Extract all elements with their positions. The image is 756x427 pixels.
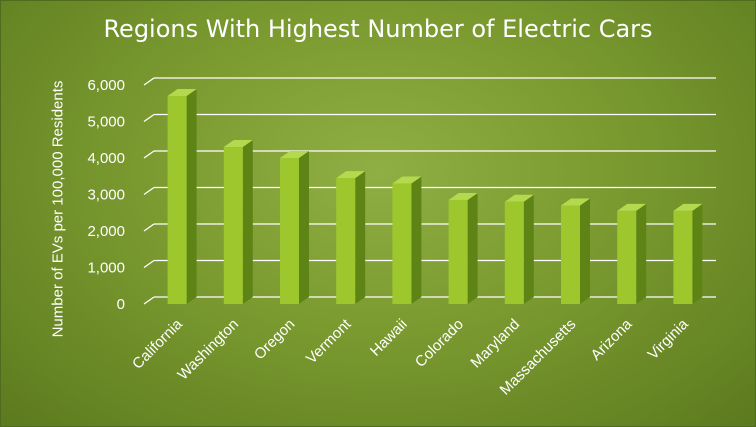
bar-front: [561, 205, 580, 304]
x-tick-label: Virginia: [645, 315, 693, 363]
y-tick-label: 6,000: [87, 77, 125, 94]
bar-washington: [223, 140, 253, 304]
y-tick-label: 4,000: [87, 150, 125, 167]
bar-front: [336, 178, 356, 304]
gridline-depth: [143, 77, 155, 86]
bar-california: [167, 88, 197, 304]
bar-top: [561, 198, 590, 206]
bar-side: [355, 171, 366, 304]
y-tick-label: 5,000: [87, 114, 125, 131]
bar-top: [673, 203, 703, 211]
y-tick-labels: 0 1,000 2,000 3,000 4,000 5,000 6,000: [87, 77, 125, 313]
bar-colorado: [448, 192, 478, 304]
bar-maryland: [504, 194, 534, 304]
bar-side: [411, 176, 422, 304]
y-tick-label: 1,000: [87, 260, 125, 277]
bar-side: [242, 140, 253, 304]
y-tick-label: 0: [117, 296, 125, 313]
x-tick-label: Arizona: [588, 315, 636, 363]
x-tick-label: Vermont: [303, 315, 355, 367]
bars: [167, 88, 703, 304]
x-tick-label: California: [129, 315, 186, 372]
bar-front: [280, 158, 299, 304]
bar-front: [223, 147, 243, 304]
bar-front: [448, 199, 468, 304]
bar-side: [523, 194, 534, 304]
bar-front: [167, 95, 187, 304]
bar-hawaii: [392, 176, 422, 304]
bar-top: [167, 88, 197, 96]
bar-top: [280, 151, 309, 158]
bar-front: [673, 210, 693, 304]
bar-side: [467, 192, 478, 304]
x-tick-label: Hawaii: [367, 316, 411, 360]
x-tick-label: Oregon: [251, 316, 298, 363]
bar-arizona: [617, 203, 647, 304]
gridline-depth: [143, 186, 155, 196]
bar-top: [336, 171, 366, 179]
gridline-depth: [143, 223, 155, 232]
bar-top: [448, 192, 478, 200]
bar-massachusetts: [561, 198, 590, 304]
bar-vermont: [336, 171, 366, 304]
gridline-depth: [143, 113, 155, 123]
bar-side: [299, 151, 309, 304]
bar-top: [617, 203, 647, 211]
bar-front: [504, 201, 524, 304]
bar-side: [186, 88, 197, 304]
bar-front: [392, 183, 412, 304]
bar-side: [692, 203, 703, 304]
bar-virginia: [673, 203, 703, 304]
bar-top: [504, 194, 534, 202]
bar-top: [223, 140, 253, 148]
chart-title: Regions With Highest Number of Electric …: [103, 15, 653, 43]
x-tick-label: Washington: [174, 316, 242, 384]
bar-top: [392, 176, 422, 184]
gridline-depth: [143, 150, 155, 159]
gridline-depth: [143, 259, 155, 269]
gridline-depth: [143, 296, 155, 305]
y-tick-label: 2,000: [87, 223, 125, 240]
bar-side: [636, 203, 647, 304]
y-tick-label: 3,000: [87, 187, 125, 204]
x-tick-label: Colorado: [412, 316, 467, 371]
bar-side: [580, 198, 590, 304]
bar-oregon: [280, 151, 309, 304]
x-tick-label: Maryland: [467, 316, 523, 372]
bar-front: [617, 210, 637, 304]
